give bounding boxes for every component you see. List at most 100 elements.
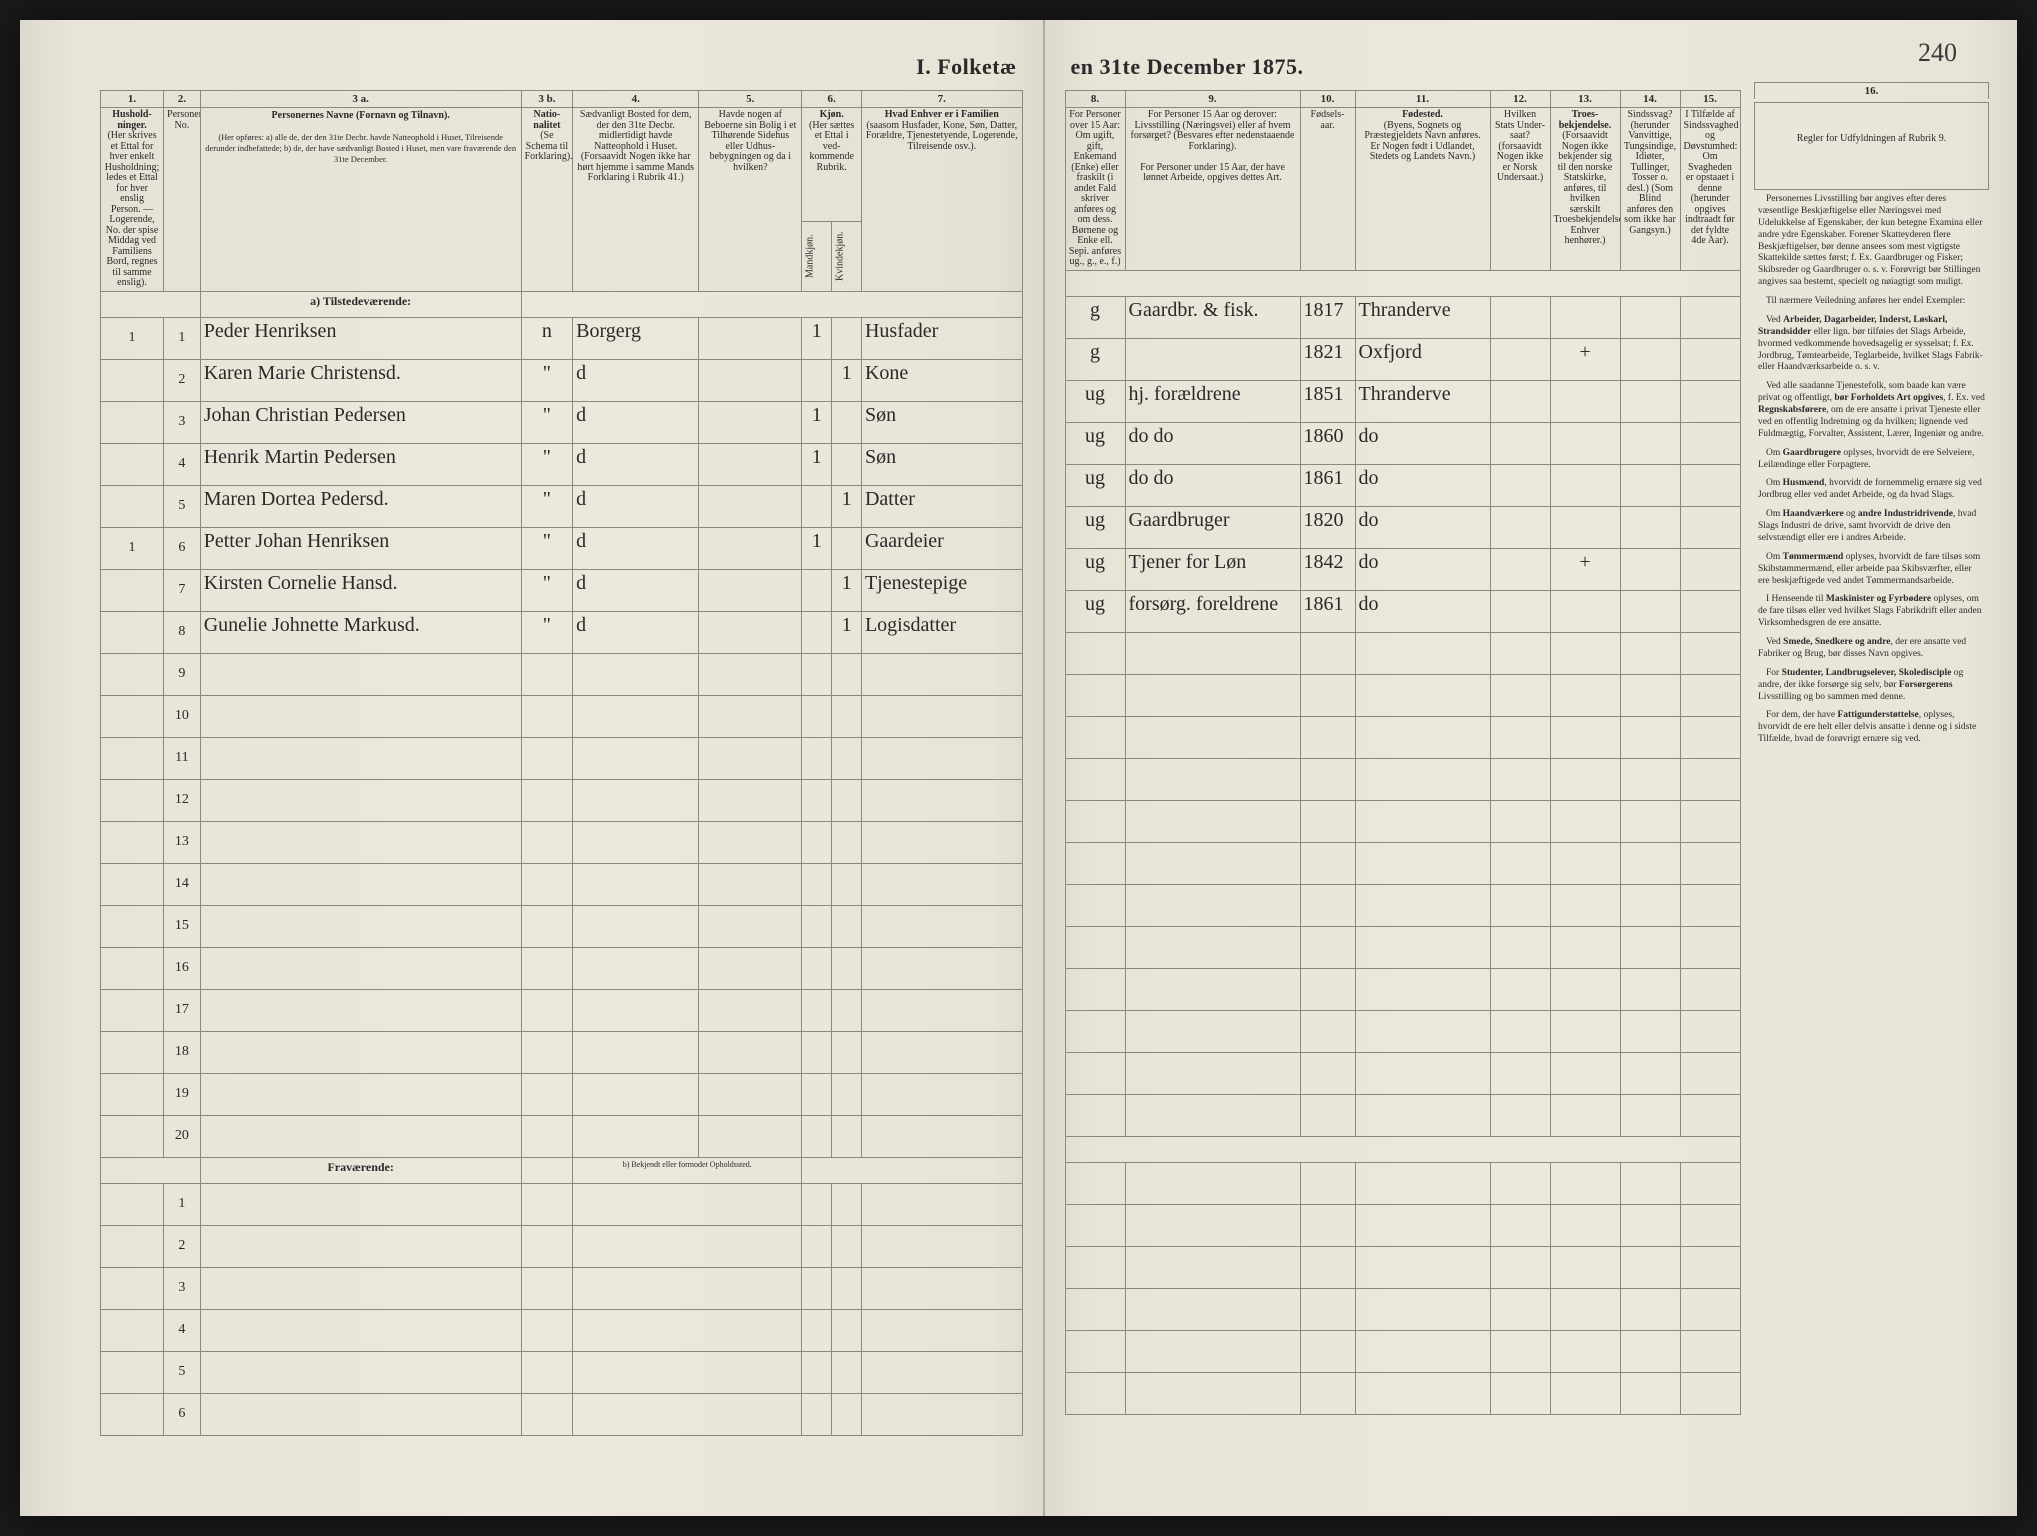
table-row: g1821Oxfjord+: [1065, 338, 1740, 380]
cell-residence: d: [573, 527, 699, 569]
cell-name: Henrik Martin Pedersen: [200, 443, 521, 485]
col-header-household: Hushold- ninger.(Her skrives et Ettal fo…: [101, 108, 164, 292]
table-row: 7Kirsten Cornelie Hansd."d1Tjenestepige: [101, 569, 1023, 611]
col-header-personno: Personernes No.: [164, 108, 201, 292]
cell-insane: [1620, 422, 1680, 464]
cell-insane: [1620, 296, 1680, 338]
cell-marital: ug: [1065, 590, 1125, 632]
cell-deafblind: [1680, 464, 1740, 506]
cell-birthyear: 1861: [1300, 590, 1355, 632]
table-row-blank: 18: [101, 1031, 1023, 1073]
col-header-insane: Sindssvag? (herunder Vanvittige, Tungsin…: [1620, 108, 1680, 271]
cell-citizenship: [1490, 464, 1550, 506]
cell-nationality: ": [521, 569, 573, 611]
cell-deafblind: [1680, 590, 1740, 632]
page-title-right: en 31te December 1875.: [1065, 54, 1988, 80]
col-header-birthplace: Fødested.(Byens, Sognets og Præstegjelde…: [1355, 108, 1490, 271]
cell-household: [101, 359, 164, 401]
col-header-rules: Regler for Udfyldningen af Rubrik 9.: [1754, 102, 1989, 190]
table-row: ugforsørg. foreldrene1861do: [1065, 590, 1740, 632]
col-num: 12.: [1490, 91, 1550, 108]
table-row-blank: [1065, 1010, 1740, 1052]
table-row-blank: [1065, 842, 1740, 884]
cell-personno: 6: [164, 527, 201, 569]
table-row-blank: 15: [101, 905, 1023, 947]
cell-citizenship: [1490, 380, 1550, 422]
cell-family: Datter: [861, 485, 1022, 527]
cell-religion: [1550, 380, 1620, 422]
cell-birthyear: 1817: [1300, 296, 1355, 338]
cell-personno: 2: [164, 359, 201, 401]
table-row-blank: [1065, 926, 1740, 968]
cell-residence: d: [573, 485, 699, 527]
cell-female: [832, 317, 862, 359]
cell-marital: ug: [1065, 548, 1125, 590]
page-number: 240: [1918, 38, 1957, 68]
cell-female: 1: [832, 569, 862, 611]
cell-family: Logisdatter: [861, 611, 1022, 653]
table-row: 3Johan Christian Pedersen"d1Søn: [101, 401, 1023, 443]
cell-female: 1: [832, 485, 862, 527]
instructions-text: Personernes Livsstilling bør angives eft…: [1754, 190, 1989, 757]
table-row-blank: [1065, 632, 1740, 674]
table-row-blank: 17: [101, 989, 1023, 1031]
cell-sidehouse: [699, 401, 802, 443]
cell-sidehouse: [699, 485, 802, 527]
col-num: 4.: [573, 91, 699, 108]
cell-female: [832, 527, 862, 569]
table-row-blank: [1065, 1330, 1740, 1372]
section-b-col-label: b) Bekjendt eller formodet Opholdssted.: [573, 1157, 802, 1183]
cell-birthplace: do: [1355, 464, 1490, 506]
cell-occupation: hj. forældrene: [1125, 380, 1300, 422]
cell-nationality: n: [521, 317, 573, 359]
cell-personno: 8: [164, 611, 201, 653]
cell-nationality: ": [521, 527, 573, 569]
cell-male: [802, 569, 832, 611]
table-row-blank: 12: [101, 779, 1023, 821]
cell-marital: g: [1065, 296, 1125, 338]
page-right: 240 en 31te December 1875. 8. 9. 10. 11.…: [1045, 20, 2018, 1516]
col-num: 3 b.: [521, 91, 573, 108]
cell-male: 1: [802, 527, 832, 569]
table-row-blank: 4: [101, 1309, 1023, 1351]
table-row-blank: 3: [101, 1267, 1023, 1309]
table-row-blank: [1065, 1246, 1740, 1288]
cell-birthyear: 1851: [1300, 380, 1355, 422]
col-num: 9.: [1125, 91, 1300, 108]
cell-birthyear: 1861: [1300, 464, 1355, 506]
cell-household: [101, 401, 164, 443]
cell-household: 1: [101, 317, 164, 359]
cell-family: Tjenestepige: [861, 569, 1022, 611]
col-num: 11.: [1355, 91, 1490, 108]
cell-birthyear: 1842: [1300, 548, 1355, 590]
cell-deafblind: [1680, 338, 1740, 380]
col-header-citizenship: Hvilken Stats Under-saat?(forsaavidt Nog…: [1490, 108, 1550, 271]
cell-household: [101, 569, 164, 611]
cell-household: 1: [101, 527, 164, 569]
cell-deafblind: [1680, 422, 1740, 464]
table-row: ughj. forældrene1851Thranderve: [1065, 380, 1740, 422]
table-row-blank: 11: [101, 737, 1023, 779]
cell-residence: Borgerg: [573, 317, 699, 359]
table-row-blank: 1: [101, 1183, 1023, 1225]
col-num: 5.: [699, 91, 802, 108]
table-row: 5Maren Dortea Pedersd."d1Datter: [101, 485, 1023, 527]
col-header-nationality: Natio- nalitet(Se Schema til Forklaring)…: [521, 108, 573, 292]
cell-occupation: forsørg. foreldrene: [1125, 590, 1300, 632]
cell-insane: [1620, 464, 1680, 506]
table-row: ugdo do1860do: [1065, 422, 1740, 464]
cell-personno: 3: [164, 401, 201, 443]
cell-deafblind: [1680, 548, 1740, 590]
table-row-blank: 20: [101, 1115, 1023, 1157]
table-row-blank: 5: [101, 1351, 1023, 1393]
cell-occupation: Gaardbruger: [1125, 506, 1300, 548]
col-header-female: Kvindekjøn.: [832, 221, 862, 291]
cell-personno: 4: [164, 443, 201, 485]
cell-male: 1: [802, 443, 832, 485]
cell-family: Søn: [861, 401, 1022, 443]
cell-personno: 1: [164, 317, 201, 359]
cell-insane: [1620, 590, 1680, 632]
page-title-left: I. Folketæ: [100, 54, 1023, 80]
cell-marital: g: [1065, 338, 1125, 380]
cell-religion: +: [1550, 338, 1620, 380]
